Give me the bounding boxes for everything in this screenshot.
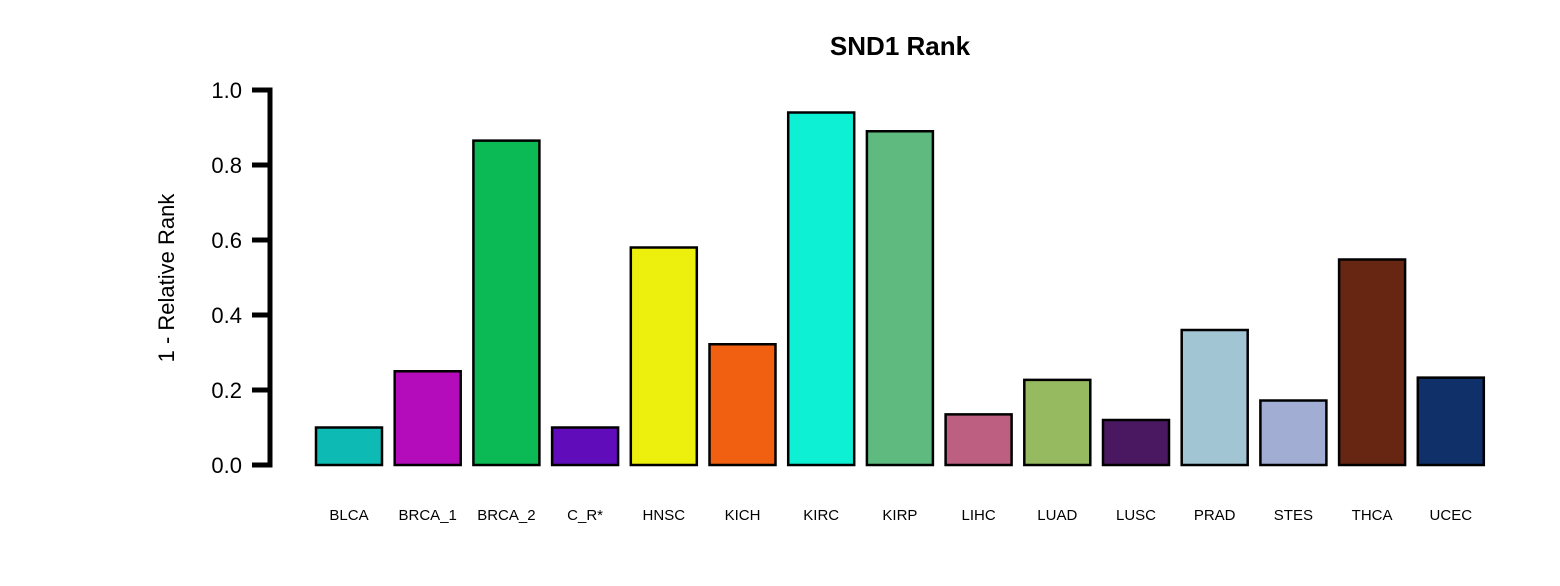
bar-ucec	[1416, 376, 1486, 467]
x-tick-label: KIRC	[803, 507, 839, 524]
bar-kirp	[865, 130, 935, 467]
x-tick-label: UCEC	[1430, 507, 1473, 524]
y-axis-label: 1 - Relative Rank	[154, 193, 179, 363]
y-tick-label: 0.6	[211, 228, 242, 253]
x-tick-label: KICH	[725, 507, 761, 524]
x-tick-label: C_R*	[567, 507, 603, 524]
x-tick-labels: BLCA BRCA_1 BRCA_2 C_R* HNSC KICH KIRC KIRP LIHC…	[329, 507, 1472, 524]
chart-title: SND1 Rank	[830, 31, 971, 61]
bars-group	[314, 111, 1486, 467]
x-tick-label: STES	[1274, 507, 1313, 524]
x-tick-label: LUAD	[1037, 507, 1077, 524]
y-tick-label: 0.8	[211, 153, 242, 178]
bar-brca-1	[393, 370, 462, 467]
x-tick-label: LUSC	[1116, 507, 1156, 524]
bar-kirc	[786, 111, 856, 467]
y-tick-label: 0.4	[211, 303, 242, 328]
x-tick-label: LIHC	[962, 507, 996, 524]
x-tick-label: PRAD	[1194, 507, 1236, 524]
bar-c-r	[550, 426, 620, 467]
bar-blca	[314, 426, 384, 467]
bar-prad	[1180, 328, 1249, 467]
y-tick-label: 0.2	[211, 378, 242, 403]
y-tick-label: 1.0	[211, 78, 242, 103]
x-tick-label: BLCA	[329, 507, 368, 524]
y-axis: 0.0 0.2 0.4 0.6 0.8 1.0	[211, 78, 273, 478]
x-tick-label: BRCA_2	[477, 507, 535, 524]
bar-thca	[1337, 258, 1407, 467]
bar-lusc	[1101, 418, 1171, 467]
bar-kich	[708, 343, 777, 467]
x-tick-label: HNSC	[643, 507, 686, 524]
y-tick-label: 0.0	[211, 453, 242, 478]
bar-stes	[1259, 399, 1328, 467]
bar-lihc	[944, 413, 1013, 467]
x-tick-label: BRCA_1	[399, 507, 457, 524]
x-tick-label: THCA	[1352, 507, 1393, 524]
x-tick-label: KIRP	[882, 507, 917, 524]
bar-brca-2	[472, 139, 541, 467]
bar-hnsc	[629, 246, 699, 467]
bar-luad	[1023, 378, 1092, 467]
